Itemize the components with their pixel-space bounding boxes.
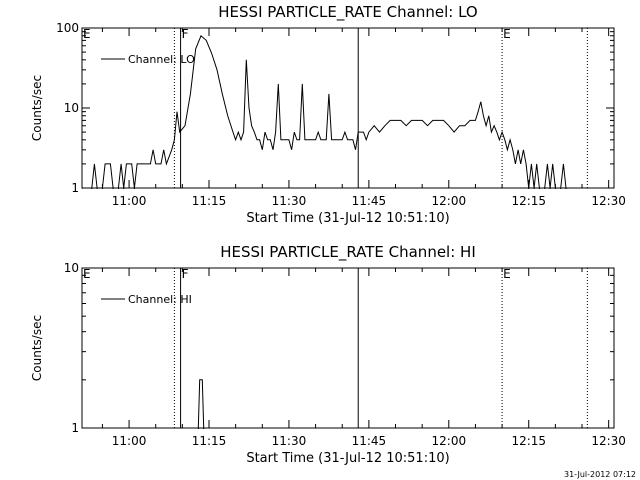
y-tick-label: 100 xyxy=(56,21,79,35)
x-axis-label: Start Time (31-Jul-12 10:51:10) xyxy=(246,211,449,226)
x-tick-label: 11:15 xyxy=(192,194,227,208)
legend-entry: Channel: HI xyxy=(128,293,192,306)
x-tick-label: 11:45 xyxy=(352,194,387,208)
flag-label: E xyxy=(83,27,91,41)
plot-frame xyxy=(81,267,615,429)
x-tick-label: 11:00 xyxy=(112,434,147,448)
x-tick-label: 12:15 xyxy=(511,194,546,208)
x-tick-label: 11:30 xyxy=(272,434,307,448)
legend-entry: Channel: LO xyxy=(128,53,195,66)
x-tick-label: 11:00 xyxy=(112,194,147,208)
chart-title: HESSI PARTICLE_RATE Channel: LO xyxy=(218,3,477,22)
x-tick-label: 11:30 xyxy=(272,194,307,208)
x-tick-label: 12:15 xyxy=(511,434,546,448)
flag-label: E xyxy=(503,267,511,281)
x-axis-label: Start Time (31-Jul-12 10:51:10) xyxy=(246,451,449,466)
x-tick-label: 12:30 xyxy=(591,194,626,208)
y-tick-label: 10 xyxy=(64,101,79,115)
x-tick-label: 12:00 xyxy=(432,194,467,208)
timestamp-footer: 31-Jul-2012 07:12 xyxy=(564,470,636,479)
x-tick-label: 12:00 xyxy=(432,434,467,448)
series-line xyxy=(82,34,567,189)
y-axis-label: Counts/sec xyxy=(30,315,44,381)
flag-label: E xyxy=(83,267,91,281)
flag-label: E xyxy=(503,27,511,41)
x-tick-label: 11:45 xyxy=(352,434,387,448)
y-tick-label: 1 xyxy=(71,421,79,435)
flag-label: F xyxy=(182,267,189,281)
plot-frame xyxy=(81,27,615,189)
series-line xyxy=(197,379,205,429)
y-tick-label: 10 xyxy=(64,261,79,275)
chart-title: HESSI PARTICLE_RATE Channel: HI xyxy=(220,243,476,262)
flag-label: F xyxy=(182,27,189,41)
y-axis-label: Counts/sec xyxy=(30,75,44,141)
y-tick-label: 1 xyxy=(71,181,79,195)
x-tick-label: 12:30 xyxy=(591,434,626,448)
x-tick-label: 11:15 xyxy=(192,434,227,448)
